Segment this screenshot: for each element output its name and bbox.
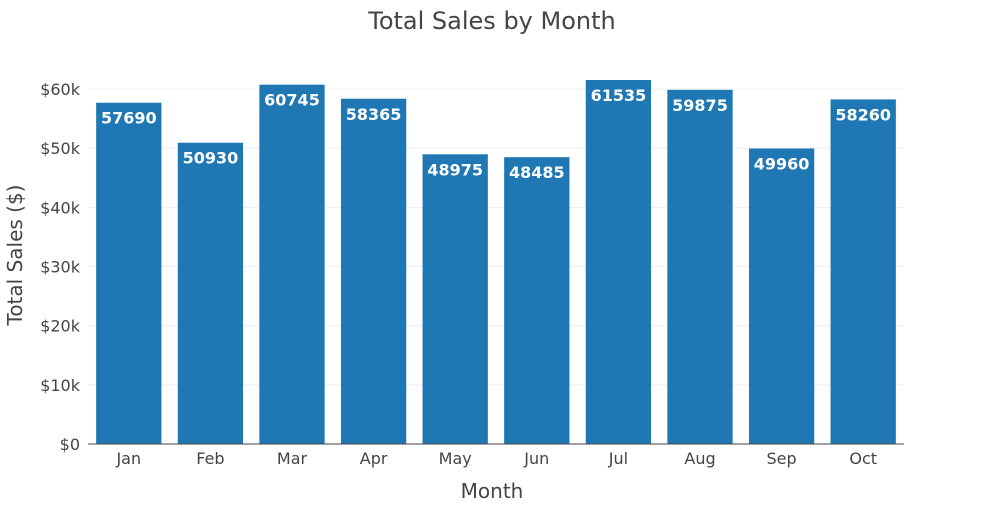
y-axis-title: Total Sales ($)	[3, 185, 27, 327]
bar-aug	[667, 89, 733, 444]
bar-oct	[830, 99, 896, 444]
x-tick-label: Jan	[115, 449, 141, 468]
x-axis-title: Month	[461, 479, 524, 503]
x-tick-label: Jun	[523, 449, 549, 468]
bar-value-label: 49960	[754, 154, 810, 173]
bar-value-label: 58260	[835, 105, 891, 124]
bar-may	[422, 154, 488, 445]
y-tick-label: $20k	[40, 317, 81, 336]
y-tick-label: $60k	[40, 80, 81, 99]
x-tick-label: May	[439, 449, 472, 468]
y-tick-label: $50k	[40, 139, 81, 158]
bar-mar	[259, 84, 325, 445]
bar-value-label: 58365	[346, 105, 402, 124]
bar-value-label: 50930	[183, 149, 239, 168]
x-tick-label: Feb	[196, 449, 224, 468]
y-tick-label: $30k	[40, 258, 81, 277]
x-tick-label: Apr	[360, 449, 388, 468]
x-tick-label: Aug	[684, 449, 715, 468]
bar-jun	[504, 157, 570, 444]
bar-value-label: 57690	[101, 109, 157, 128]
bar-value-label: 60745	[264, 91, 320, 110]
chart-title: Total Sales by Month	[367, 7, 615, 35]
y-tick-label: $10k	[40, 376, 81, 395]
bar-labels: 57690 50930 60745 58365 48975 48485 61535 59875…	[101, 86, 891, 182]
y-tick-label: $40k	[40, 198, 81, 217]
x-tick-label: Jul	[608, 449, 628, 468]
x-tick-label: Mar	[277, 449, 308, 468]
bar-jul	[585, 80, 652, 444]
x-tick-label: Oct	[849, 449, 877, 468]
bar-value-label: 61535	[591, 86, 647, 105]
bar-value-label: 48975	[427, 160, 483, 179]
y-tick-label: $0	[60, 435, 80, 454]
bars	[96, 80, 896, 445]
bar-value-label: 59875	[672, 96, 728, 115]
y-tick-labels: $0 $10k $20k $30k $40k $50k $60k	[40, 80, 81, 454]
x-tick-labels: Jan Feb Mar Apr May Jun Jul Aug Sep Oct	[115, 449, 877, 468]
bar-value-label: 48485	[509, 163, 565, 182]
bar-sep	[748, 148, 815, 444]
bar-feb	[177, 142, 244, 444]
x-tick-label: Sep	[767, 449, 797, 468]
bar-apr	[340, 98, 407, 445]
bar-jan	[96, 102, 162, 445]
